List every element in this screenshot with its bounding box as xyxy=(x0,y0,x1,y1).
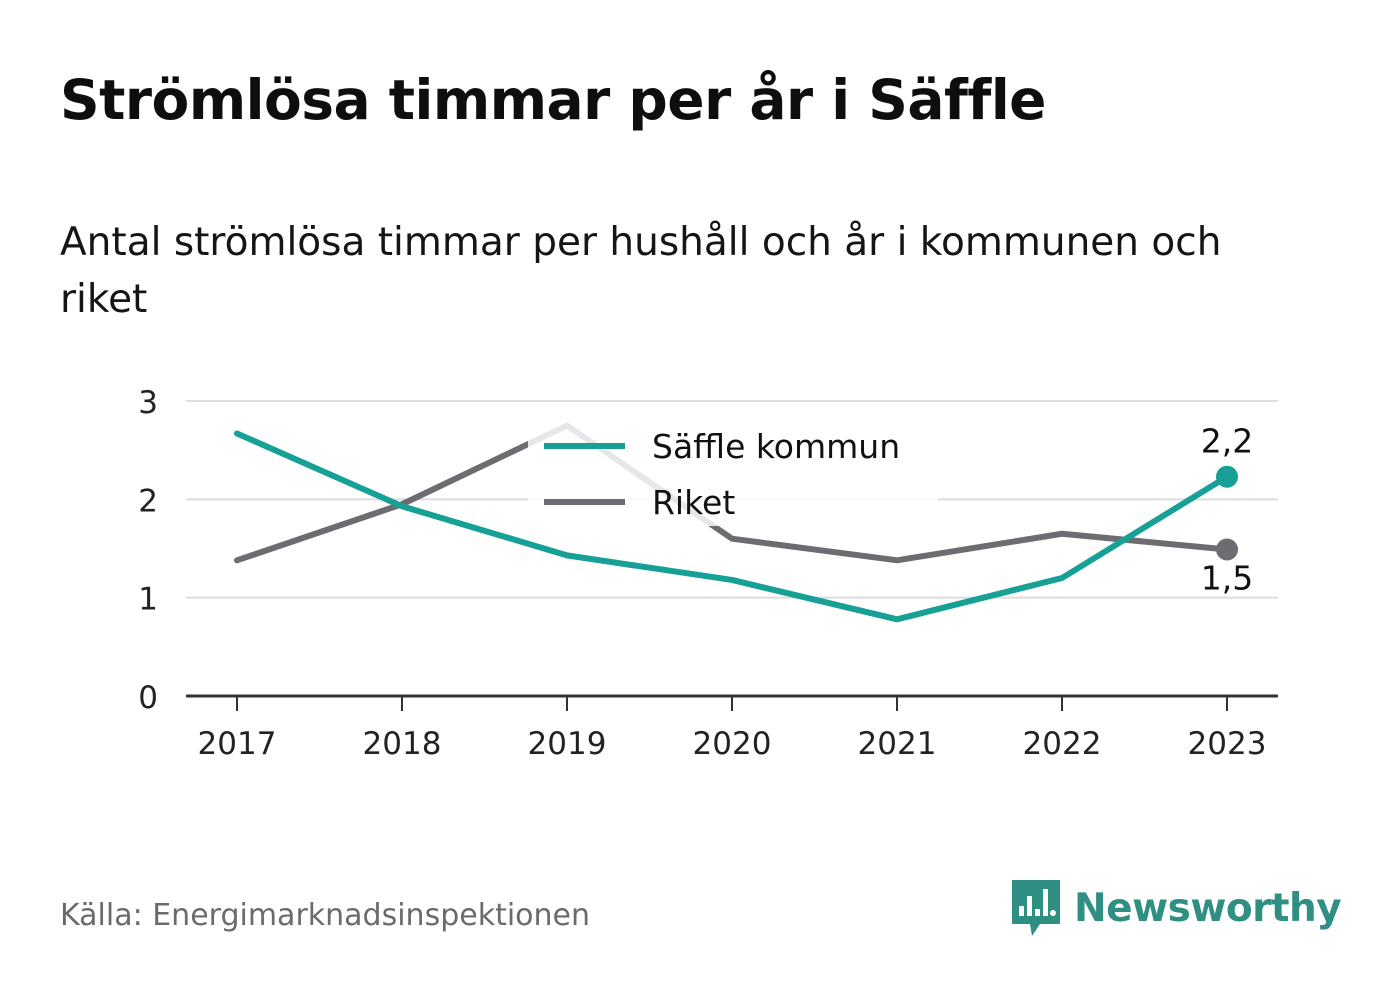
end-markers: 2,2 1,5 xyxy=(1201,422,1253,598)
end-value-label: 1,5 xyxy=(1201,558,1253,597)
chart-subtitle: Antal strömlösa timmar per hushåll och å… xyxy=(60,220,1222,322)
x-tick-label: 2019 xyxy=(528,726,607,762)
series-lines xyxy=(234,422,1230,623)
end-point-marker xyxy=(1216,465,1238,488)
legend-label: Riket xyxy=(652,483,735,522)
x-tick-label: 2022 xyxy=(1023,726,1102,762)
brand-name: Newsworthy xyxy=(1074,885,1342,931)
newsworthy-logo-icon xyxy=(1012,880,1060,936)
end-point-marker xyxy=(1216,538,1238,561)
legend-background xyxy=(528,411,938,526)
y-tick-label: 2 xyxy=(138,483,158,519)
series-line-saffle-kommun xyxy=(234,430,1230,623)
legend: Säffle kommun Riket xyxy=(528,411,938,526)
x-tick-label: 2023 xyxy=(1188,726,1267,762)
chart-title: Strömlösa timmar per år i Säffle xyxy=(60,68,1046,132)
end-value-label: 2,2 xyxy=(1201,422,1253,461)
source-note: Källa: Energimarknadsinspektionen xyxy=(60,898,591,933)
y-axis-ticks: 0 1 2 3 xyxy=(138,385,158,716)
y-tick-label: 0 xyxy=(138,680,158,716)
brand-logo[interactable]: Newsworthy xyxy=(1010,878,1342,938)
x-tick-label: 2021 xyxy=(858,726,937,762)
y-tick-label: 1 xyxy=(138,582,158,618)
x-tick-label: 2020 xyxy=(693,726,772,762)
y-tick-label: 3 xyxy=(138,385,158,421)
x-axis: 2017 2018 2019 2020 2021 2022 2023 xyxy=(186,694,1278,762)
x-tick-label: 2018 xyxy=(363,726,442,762)
x-tick-label: 2017 xyxy=(198,726,277,762)
legend-label: Säffle kommun xyxy=(652,427,900,466)
